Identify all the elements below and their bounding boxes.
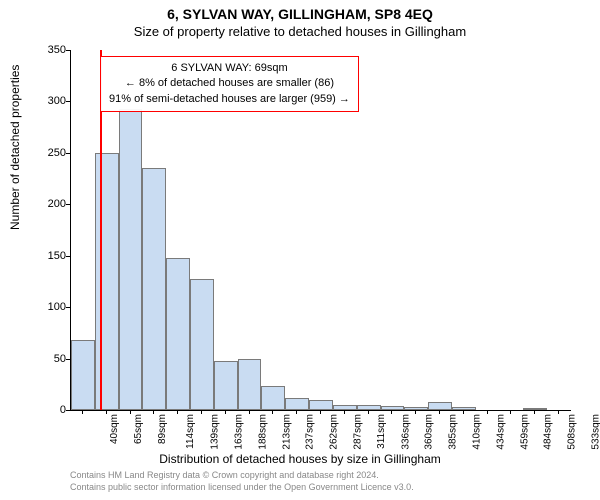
footer-line1: Contains HM Land Registry data © Crown c… bbox=[70, 470, 414, 482]
x-tick-mark bbox=[534, 410, 535, 414]
x-tick-label: 163sqm bbox=[234, 414, 245, 450]
y-tick-label: 100 bbox=[36, 301, 66, 313]
x-tick-mark bbox=[368, 410, 369, 414]
y-tick-mark bbox=[66, 307, 70, 308]
x-tick-mark bbox=[558, 410, 559, 414]
histogram-bar bbox=[71, 340, 95, 410]
y-tick-mark bbox=[66, 410, 70, 411]
histogram-bar bbox=[119, 109, 143, 410]
y-axis-label: Number of detached properties bbox=[8, 65, 22, 230]
histogram-bar bbox=[142, 168, 166, 410]
y-tick-mark bbox=[66, 50, 70, 51]
x-tick-mark bbox=[106, 410, 107, 414]
histogram-bar bbox=[190, 279, 214, 410]
x-tick-label: 459sqm bbox=[519, 414, 530, 450]
histogram-bar bbox=[238, 359, 262, 410]
x-tick-label: 360sqm bbox=[424, 414, 435, 450]
x-tick-mark bbox=[415, 410, 416, 414]
x-tick-label: 410sqm bbox=[472, 414, 483, 450]
x-tick-label: 336sqm bbox=[400, 414, 411, 450]
histogram-bar bbox=[214, 361, 238, 410]
y-tick-mark bbox=[66, 359, 70, 360]
footer-attribution: Contains HM Land Registry data © Crown c… bbox=[70, 470, 414, 493]
x-tick-mark bbox=[320, 410, 321, 414]
y-tick-mark bbox=[66, 204, 70, 205]
histogram-bar bbox=[261, 386, 285, 410]
x-tick-mark bbox=[82, 410, 83, 414]
histogram-bar bbox=[285, 398, 309, 410]
histogram-bar bbox=[428, 402, 452, 410]
annotation-line2: ← 8% of detached houses are smaller (86) bbox=[109, 76, 350, 91]
x-tick-label: 533sqm bbox=[591, 414, 600, 450]
footer-line2: Contains public sector information licen… bbox=[70, 482, 414, 494]
y-tick-label: 0 bbox=[36, 404, 66, 416]
x-tick-label: 237sqm bbox=[305, 414, 316, 450]
x-tick-mark bbox=[177, 410, 178, 414]
x-tick-label: 114sqm bbox=[185, 414, 196, 449]
x-tick-label: 311sqm bbox=[376, 414, 387, 449]
x-tick-label: 89sqm bbox=[157, 414, 168, 444]
histogram-bar bbox=[309, 400, 333, 410]
x-tick-mark bbox=[272, 410, 273, 414]
y-tick-mark bbox=[66, 256, 70, 257]
x-tick-mark bbox=[510, 410, 511, 414]
x-tick-label: 65sqm bbox=[133, 414, 144, 444]
x-tick-label: 484sqm bbox=[543, 414, 554, 450]
x-tick-mark bbox=[344, 410, 345, 414]
y-tick-label: 250 bbox=[36, 147, 66, 159]
y-tick-mark bbox=[66, 153, 70, 154]
y-tick-label: 50 bbox=[36, 353, 66, 365]
x-tick-mark bbox=[153, 410, 154, 414]
x-tick-label: 434sqm bbox=[495, 414, 506, 450]
x-tick-mark bbox=[391, 410, 392, 414]
x-tick-label: 139sqm bbox=[210, 414, 221, 450]
y-tick-label: 350 bbox=[36, 44, 66, 56]
chart-container: 6, SYLVAN WAY, GILLINGHAM, SP8 4EQ Size … bbox=[0, 0, 600, 500]
chart-title: 6, SYLVAN WAY, GILLINGHAM, SP8 4EQ bbox=[0, 6, 600, 22]
y-tick-label: 300 bbox=[36, 95, 66, 107]
annotation-box: 6 SYLVAN WAY: 69sqm← 8% of detached hous… bbox=[100, 56, 359, 112]
x-tick-label: 385sqm bbox=[448, 414, 459, 450]
x-tick-mark bbox=[439, 410, 440, 414]
x-tick-mark bbox=[296, 410, 297, 414]
x-tick-label: 40sqm bbox=[109, 414, 120, 444]
x-tick-mark bbox=[463, 410, 464, 414]
x-tick-label: 287sqm bbox=[353, 414, 364, 450]
y-tick-label: 200 bbox=[36, 198, 66, 210]
annotation-line3: 91% of semi-detached houses are larger (… bbox=[109, 92, 350, 107]
x-tick-label: 213sqm bbox=[281, 414, 292, 450]
x-tick-mark bbox=[130, 410, 131, 414]
x-tick-label: 262sqm bbox=[329, 414, 340, 450]
x-tick-label: 188sqm bbox=[257, 414, 268, 450]
x-tick-label: 508sqm bbox=[567, 414, 578, 450]
chart-subtitle: Size of property relative to detached ho… bbox=[0, 24, 600, 39]
x-tick-mark bbox=[249, 410, 250, 414]
x-tick-mark bbox=[201, 410, 202, 414]
histogram-bar bbox=[166, 258, 190, 410]
y-tick-label: 150 bbox=[36, 250, 66, 262]
histogram-bar bbox=[95, 153, 119, 410]
y-tick-mark bbox=[66, 101, 70, 102]
x-tick-mark bbox=[487, 410, 488, 414]
x-tick-mark bbox=[225, 410, 226, 414]
annotation-line1: 6 SYLVAN WAY: 69sqm bbox=[109, 61, 350, 76]
x-axis-label: Distribution of detached houses by size … bbox=[0, 452, 600, 466]
